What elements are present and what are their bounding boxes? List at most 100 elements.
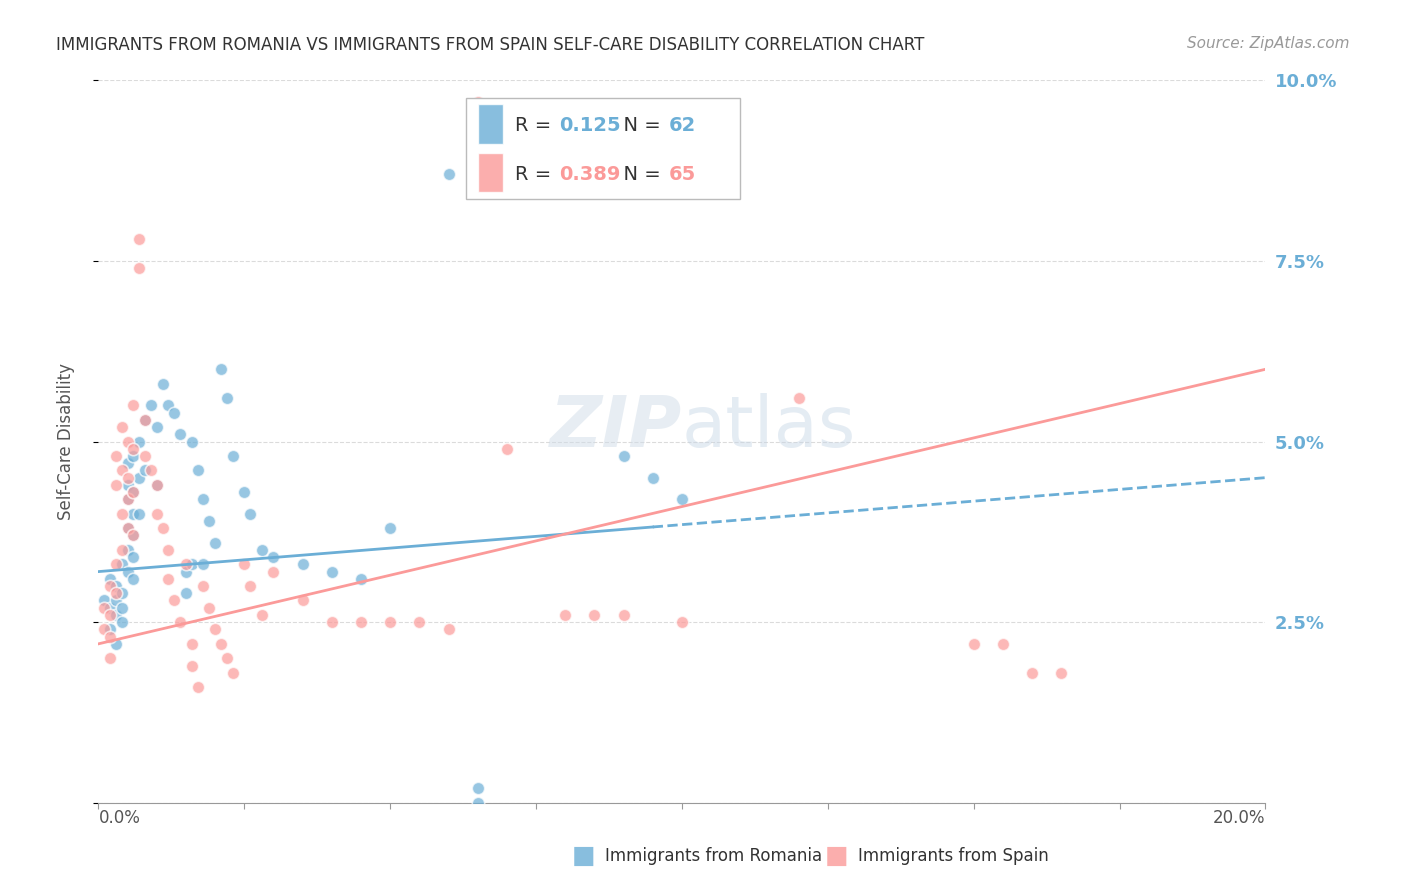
Point	[98, 572, 121, 586]
Point	[128, 261, 150, 276]
Text: N =: N =	[610, 116, 666, 136]
Text: 0.0%: 0.0%	[98, 808, 141, 827]
Point	[554, 607, 576, 622]
FancyBboxPatch shape	[478, 153, 503, 193]
Point	[111, 420, 134, 434]
Point	[198, 600, 221, 615]
Point	[104, 586, 127, 600]
Point	[671, 492, 693, 507]
Point	[204, 623, 226, 637]
Point	[187, 463, 209, 477]
Point	[180, 637, 202, 651]
Point	[380, 615, 402, 630]
Point	[408, 615, 430, 630]
Point	[187, 680, 209, 694]
Point	[98, 623, 121, 637]
Point	[250, 607, 273, 622]
Text: ■: ■	[825, 845, 848, 868]
Point	[111, 463, 134, 477]
Point	[1021, 665, 1043, 680]
Text: N =: N =	[610, 165, 666, 184]
Point	[117, 521, 139, 535]
Point	[157, 398, 180, 412]
Text: 65: 65	[669, 165, 696, 184]
Point	[209, 637, 232, 651]
Y-axis label: Self-Care Disability: Self-Care Disability	[56, 363, 75, 520]
Text: 0.125: 0.125	[560, 116, 621, 136]
Point	[180, 434, 202, 449]
Point	[221, 449, 243, 463]
Point	[139, 398, 162, 412]
Point	[122, 449, 145, 463]
Point	[93, 623, 115, 637]
Point	[250, 542, 273, 557]
Point	[169, 427, 191, 442]
Point	[128, 434, 150, 449]
Text: 62: 62	[669, 116, 696, 136]
Point	[128, 232, 150, 246]
Point	[233, 485, 256, 500]
Point	[122, 528, 145, 542]
Point	[467, 95, 489, 109]
Point	[612, 607, 634, 622]
Text: R =: R =	[515, 116, 558, 136]
Point	[152, 376, 174, 391]
Point	[122, 398, 145, 412]
Point	[350, 572, 373, 586]
Point	[671, 615, 693, 630]
Point	[98, 651, 121, 665]
Point	[174, 586, 197, 600]
Text: ZIP: ZIP	[550, 392, 682, 461]
Point	[104, 579, 127, 593]
Point	[496, 442, 519, 456]
Point	[146, 478, 169, 492]
Point	[467, 781, 489, 796]
Point	[991, 637, 1014, 651]
Point	[321, 615, 343, 630]
Point	[641, 471, 664, 485]
Point	[104, 637, 127, 651]
Point	[180, 558, 202, 572]
Point	[111, 615, 134, 630]
Text: 20.0%: 20.0%	[1213, 808, 1265, 827]
Text: ■: ■	[572, 845, 595, 868]
Point	[233, 558, 256, 572]
Point	[193, 492, 215, 507]
Point	[215, 391, 238, 405]
Point	[198, 514, 221, 528]
FancyBboxPatch shape	[465, 98, 741, 200]
Point	[122, 528, 145, 542]
Point	[239, 579, 262, 593]
Point	[98, 630, 121, 644]
Point	[117, 492, 139, 507]
Text: IMMIGRANTS FROM ROMANIA VS IMMIGRANTS FROM SPAIN SELF-CARE DISABILITY CORRELATIO: IMMIGRANTS FROM ROMANIA VS IMMIGRANTS FR…	[56, 36, 925, 54]
Point	[437, 623, 460, 637]
Point	[321, 565, 343, 579]
Point	[291, 593, 314, 607]
Point	[104, 449, 127, 463]
Point	[117, 542, 139, 557]
Point	[962, 637, 984, 651]
Point	[111, 600, 134, 615]
Point	[787, 391, 810, 405]
Text: Source: ZipAtlas.com: Source: ZipAtlas.com	[1187, 36, 1350, 51]
Point	[221, 665, 243, 680]
Point	[350, 615, 373, 630]
Point	[169, 615, 191, 630]
Point	[215, 651, 238, 665]
Point	[146, 478, 169, 492]
Point	[111, 507, 134, 521]
Point	[134, 449, 156, 463]
Point	[157, 542, 180, 557]
Point	[98, 600, 121, 615]
Point	[163, 593, 186, 607]
Point	[612, 449, 634, 463]
Point	[122, 550, 145, 565]
Point	[117, 478, 139, 492]
Point	[204, 535, 226, 549]
Point	[174, 558, 197, 572]
Point	[93, 600, 115, 615]
Point	[111, 542, 134, 557]
Point	[174, 565, 197, 579]
Point	[117, 521, 139, 535]
